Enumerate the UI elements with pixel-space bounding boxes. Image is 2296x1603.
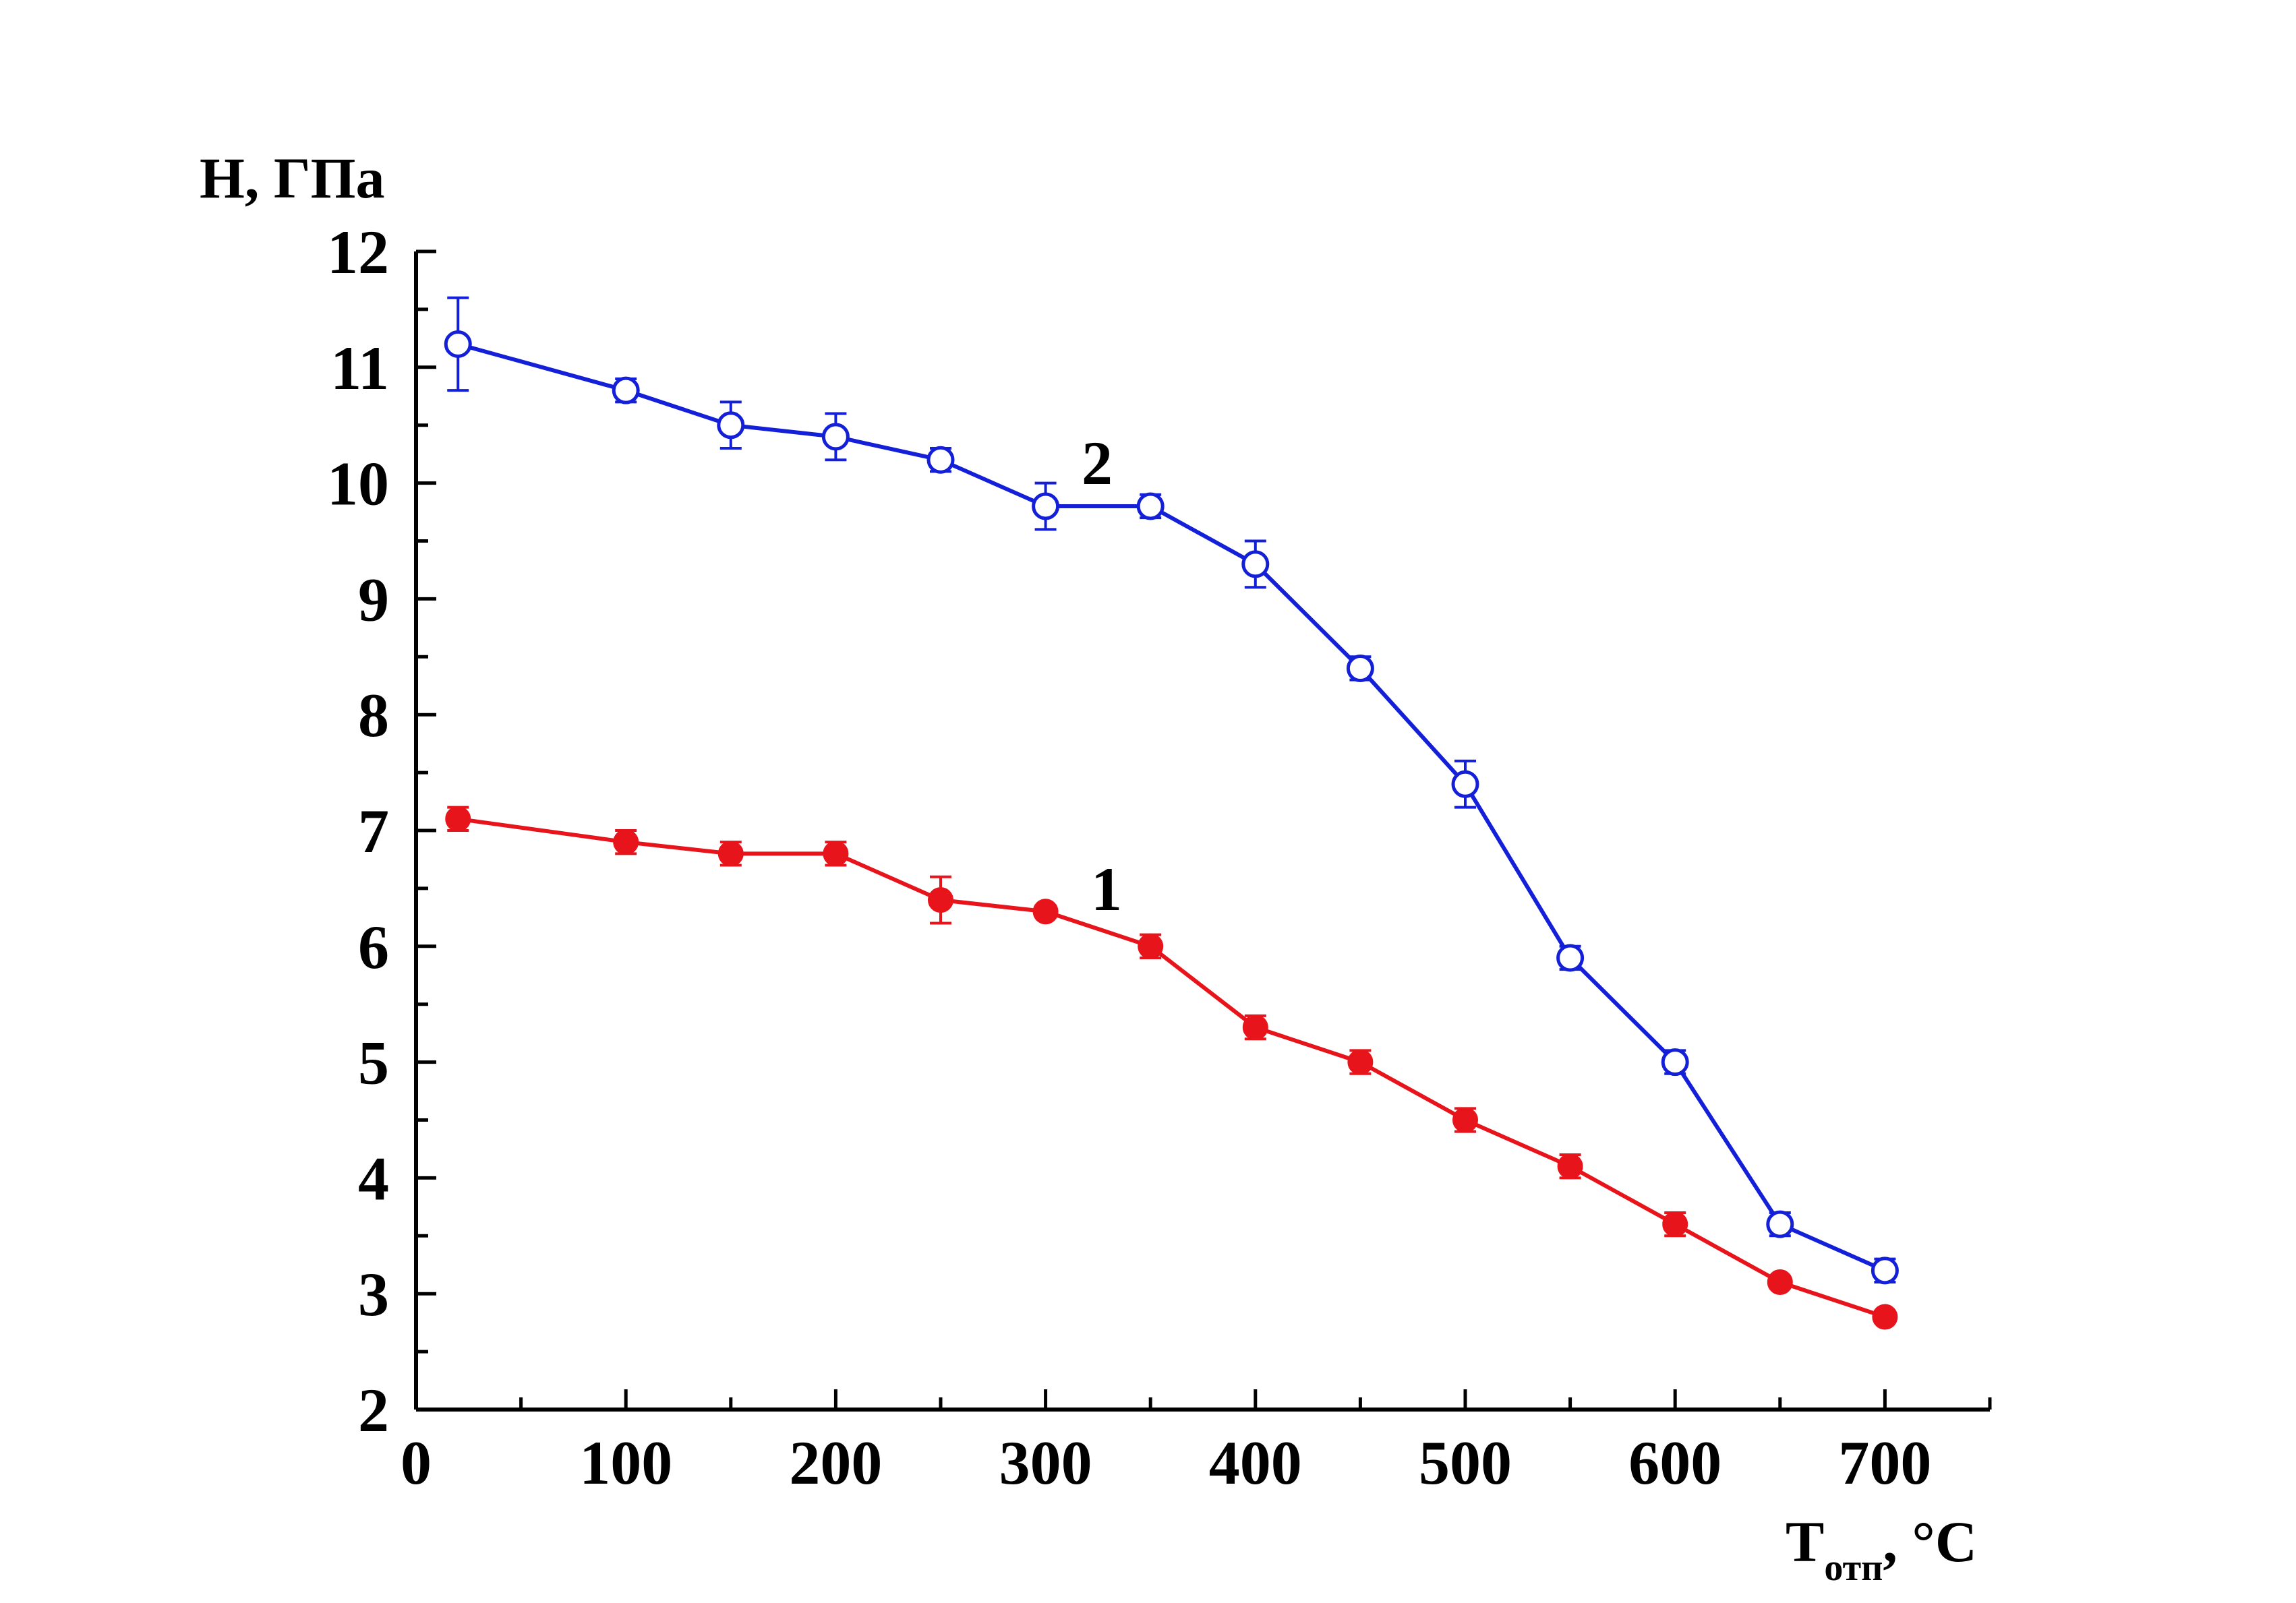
- x-axis-title: Tотп, °C: [1786, 1509, 1977, 1589]
- data-point: [717, 841, 744, 867]
- data-point: [613, 829, 639, 855]
- data-point: [1872, 1304, 1898, 1330]
- data-point: [612, 376, 640, 404]
- data-point: [1767, 1269, 1793, 1296]
- data-point: [1766, 1210, 1794, 1238]
- x-tick-label: 0: [401, 1428, 432, 1497]
- data-point: [1871, 1257, 1899, 1285]
- data-point: [717, 411, 745, 440]
- y-tick-label: 10: [327, 450, 389, 518]
- series-line-1: [457, 816, 1886, 1319]
- series-label-1: 1: [1091, 855, 1122, 924]
- data-point: [1557, 1153, 1583, 1180]
- x-tick-label: 400: [1209, 1428, 1302, 1497]
- data-point: [1032, 899, 1059, 925]
- x-tick-label: 100: [579, 1428, 672, 1497]
- labels: H, ГПа Tотп, °C 2 1: [200, 146, 1977, 1589]
- series-layer: [444, 296, 1899, 1330]
- series-line-2: [457, 342, 1886, 1273]
- data-point: [1452, 1107, 1478, 1133]
- data-point: [1138, 933, 1164, 959]
- data-point: [1241, 550, 1270, 578]
- data-point: [926, 446, 955, 474]
- x-tick-label: 200: [789, 1428, 882, 1497]
- data-point: [445, 806, 471, 832]
- y-axis-title: H, ГПа: [200, 146, 385, 210]
- y-tick-label: 12: [327, 218, 389, 286]
- data-point: [1346, 654, 1374, 682]
- x-tick-label: 600: [1628, 1428, 1721, 1497]
- x-axis-title-subscript: отп: [1824, 1547, 1883, 1589]
- data-point: [823, 841, 849, 867]
- series-1: [445, 806, 1898, 1330]
- y-tick-label: 6: [358, 913, 389, 981]
- y-tick-label: 9: [358, 565, 389, 634]
- x-tick-label: 700: [1838, 1428, 1931, 1497]
- y-tick-label: 7: [358, 797, 389, 866]
- x-tick-label: 500: [1419, 1428, 1512, 1497]
- y-tick-label: 4: [358, 1144, 389, 1213]
- y-tick-label: 2: [358, 1376, 389, 1445]
- data-point: [1347, 1049, 1374, 1075]
- data-point: [1451, 770, 1479, 798]
- data-point: [444, 330, 472, 358]
- y-tick-label: 11: [330, 334, 389, 402]
- data-point: [1032, 492, 1060, 520]
- series-label-2: 2: [1082, 429, 1113, 497]
- x-axis-title-suffix: , °C: [1883, 1509, 1977, 1574]
- y-tick-label: 8: [358, 681, 389, 750]
- data-point: [1556, 944, 1585, 972]
- x-axis-title-main: T: [1786, 1509, 1824, 1574]
- data-point: [1662, 1211, 1688, 1238]
- data-point: [1242, 1015, 1268, 1041]
- data-point: [821, 423, 850, 451]
- series-2: [444, 296, 1899, 1285]
- data-point: [1661, 1048, 1689, 1077]
- data-point: [928, 887, 953, 913]
- y-tick-label: 3: [358, 1260, 389, 1329]
- y-tick-label: 5: [358, 1029, 389, 1097]
- data-point: [1136, 492, 1165, 520]
- x-tick-label: 300: [999, 1428, 1092, 1497]
